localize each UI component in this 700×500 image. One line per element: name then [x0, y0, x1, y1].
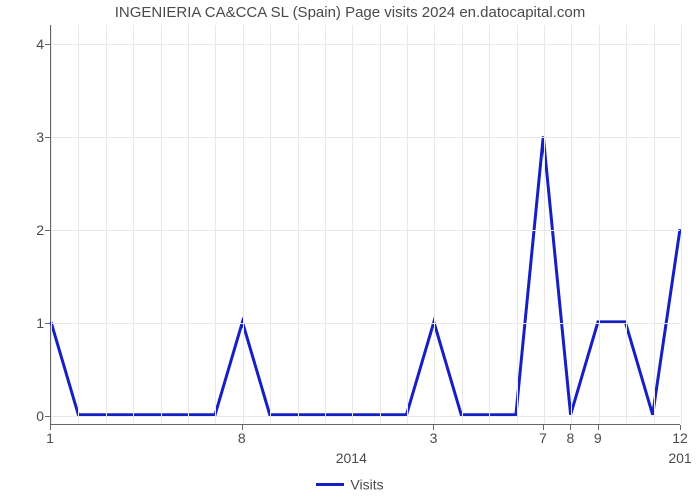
- gridline-v: [626, 25, 627, 424]
- x-tick-label: 1: [46, 430, 54, 446]
- gridline-h: [51, 323, 680, 324]
- y-tick-label: 0: [0, 408, 44, 424]
- gridline-v: [517, 25, 518, 424]
- gridline-v: [681, 25, 682, 424]
- y-tick-label: 1: [0, 315, 44, 331]
- x-tick-label: 3: [430, 430, 438, 446]
- y-tick-label: 3: [0, 129, 44, 145]
- legend: Visits: [0, 475, 700, 492]
- visits-line: [51, 136, 680, 414]
- gridline-v: [243, 25, 244, 424]
- gridline-v: [352, 25, 353, 424]
- gridline-h: [51, 137, 680, 138]
- gridline-v: [161, 25, 162, 424]
- gridline-v: [544, 25, 545, 424]
- x-tick-label: 9: [594, 430, 602, 446]
- y-tick-label: 2: [0, 222, 44, 238]
- gridline-v: [78, 25, 79, 424]
- gridline-v: [188, 25, 189, 424]
- x-tick-label: 8: [567, 430, 575, 446]
- y-tick-label: 4: [0, 36, 44, 52]
- gridline-v: [325, 25, 326, 424]
- gridline-v: [215, 25, 216, 424]
- legend-label: Visits: [350, 476, 383, 492]
- y-tick-mark: [45, 230, 50, 231]
- line-series: [51, 25, 680, 424]
- gridline-h: [51, 44, 680, 45]
- x-tick-label-2: 2014: [336, 450, 367, 466]
- gridline-h: [51, 416, 680, 417]
- gridline-v: [133, 25, 134, 424]
- chart-container: INGENIERIA CA&CCA SL (Spain) Page visits…: [0, 0, 700, 500]
- gridline-v: [599, 25, 600, 424]
- gridline-v: [270, 25, 271, 424]
- gridline-v: [434, 25, 435, 424]
- gridline-h: [51, 230, 680, 231]
- gridline-v: [106, 25, 107, 424]
- x-tick-label-2: 201: [668, 450, 691, 466]
- x-tick-label: 12: [672, 430, 688, 446]
- x-tick-label: 8: [238, 430, 246, 446]
- gridline-v: [298, 25, 299, 424]
- x-tick-label: 7: [539, 430, 547, 446]
- gridline-v: [489, 25, 490, 424]
- gridline-v: [380, 25, 381, 424]
- gridline-v: [462, 25, 463, 424]
- y-tick-mark: [45, 44, 50, 45]
- y-tick-mark: [45, 137, 50, 138]
- y-tick-mark: [45, 416, 50, 417]
- plot-area: [50, 25, 680, 425]
- gridline-v: [571, 25, 572, 424]
- chart-title: INGENIERIA CA&CCA SL (Spain) Page visits…: [0, 4, 700, 21]
- legend-swatch: [316, 483, 344, 486]
- gridline-v: [51, 25, 52, 424]
- gridline-v: [654, 25, 655, 424]
- y-tick-mark: [45, 323, 50, 324]
- gridline-v: [407, 25, 408, 424]
